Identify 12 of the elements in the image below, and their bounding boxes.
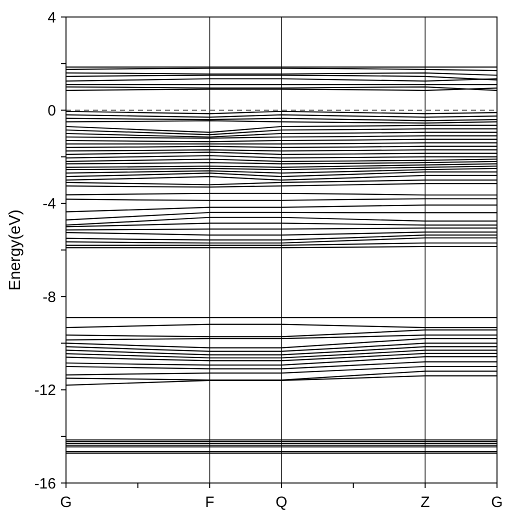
x-tick-label: Z	[420, 494, 430, 511]
x-tick-label: G	[491, 494, 503, 511]
y-tick-label: -16	[34, 475, 56, 492]
x-tick-label: G	[60, 494, 72, 511]
x-tick-label: F	[205, 494, 214, 511]
y-tick-label: 4	[48, 9, 56, 26]
x-tick-label: Q	[276, 494, 288, 511]
y-tick-label: -4	[42, 196, 56, 213]
y-tick-label: -12	[34, 382, 56, 400]
y-axis-title: Energy(eV)	[7, 210, 24, 290]
y-tick-label: -8	[42, 288, 56, 306]
y-tick-label: 0	[48, 102, 56, 120]
